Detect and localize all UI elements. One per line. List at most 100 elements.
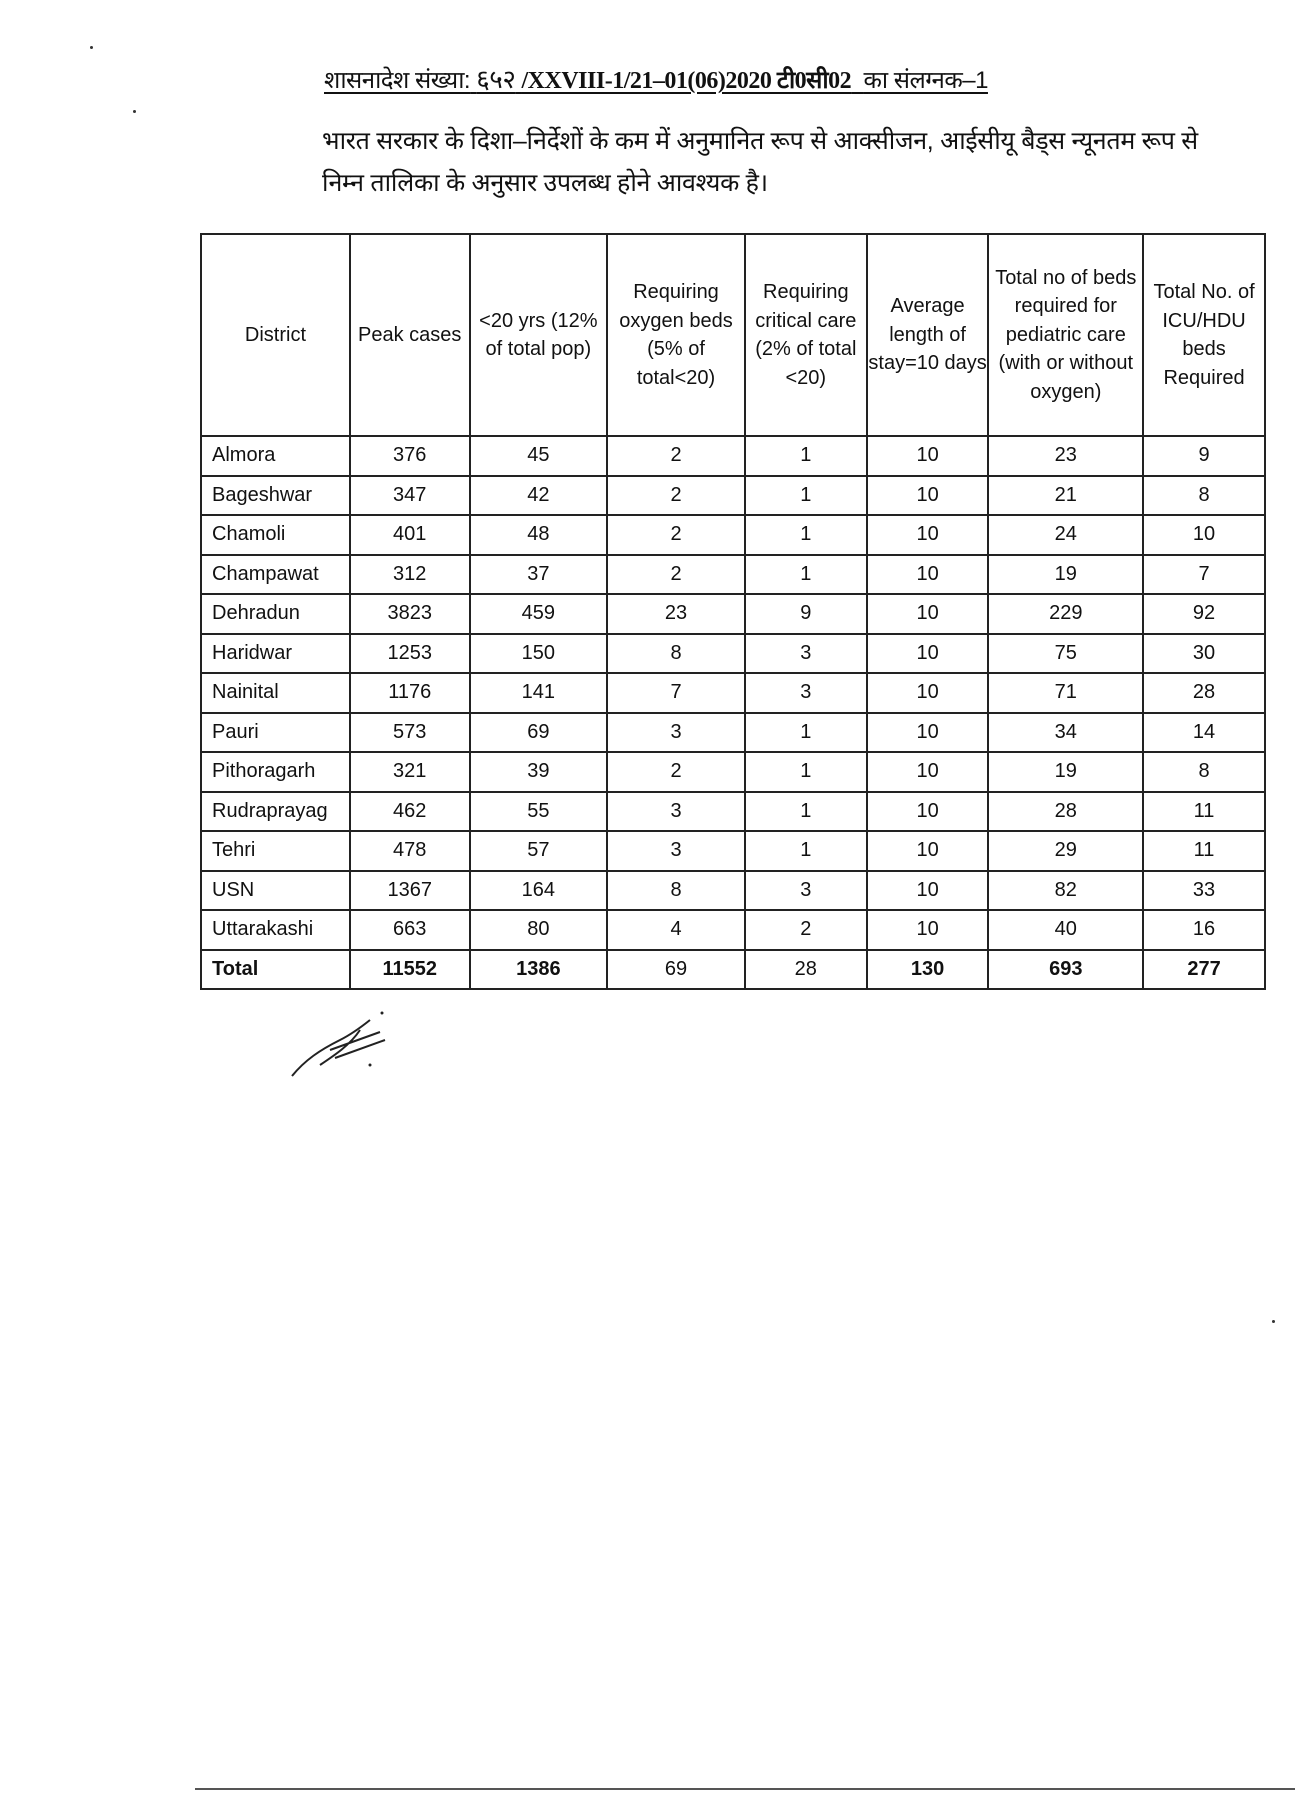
value-cell: 321 xyxy=(348,751,471,793)
value-cell: 19 xyxy=(987,751,1145,793)
title-suffix: का संलग्नक–1 xyxy=(863,67,988,94)
value-cell: 10 xyxy=(865,632,990,674)
scan-speck xyxy=(133,110,136,113)
value-cell: 1253 xyxy=(348,632,471,674)
order-reference: /XXVIII-1/21–01(06)2020 टी0सी02 xyxy=(521,68,852,94)
district-cell: Nainital xyxy=(200,672,351,714)
document-title: शासनादेश संख्या: ६५२ /XXVIII-1/21–01(06)… xyxy=(324,60,988,96)
order-number: ६५२ xyxy=(476,65,516,95)
value-cell: 33 xyxy=(1142,869,1266,911)
district-cell: Champawat xyxy=(200,553,351,595)
value-cell: 478 xyxy=(348,830,471,872)
value-cell: 141 xyxy=(468,672,609,714)
value-cell: 9 xyxy=(743,593,868,635)
total-cell: 1386 xyxy=(468,948,609,990)
table-row: Haridwar 1253 150 8 3 10 75 30 xyxy=(200,632,1266,674)
value-cell: 4 xyxy=(606,909,746,951)
district-cell: Almora xyxy=(200,435,351,477)
district-cell: USN xyxy=(200,869,351,911)
value-cell: 28 xyxy=(1142,672,1266,714)
district-cell: Pauri xyxy=(200,711,351,753)
column-header: Peak cases xyxy=(348,233,471,437)
value-cell: 10 xyxy=(865,514,990,556)
value-cell: 10 xyxy=(865,435,990,477)
value-cell: 312 xyxy=(348,553,471,595)
value-cell: 7 xyxy=(1142,553,1266,595)
total-cell: 130 xyxy=(865,948,990,990)
page-edge-line xyxy=(195,1788,1295,1790)
value-cell: 8 xyxy=(1142,751,1266,793)
table-row: Bageshwar 347 42 2 1 10 21 8 xyxy=(200,474,1266,516)
value-cell: 2 xyxy=(743,909,868,951)
value-cell: 1367 xyxy=(348,869,471,911)
value-cell: 10 xyxy=(865,711,990,753)
value-cell: 1 xyxy=(743,751,868,793)
value-cell: 80 xyxy=(468,909,609,951)
total-cell: 69 xyxy=(606,948,746,990)
district-cell: Pithoragarh xyxy=(200,751,351,793)
table-row: USN 1367 164 8 3 10 82 33 xyxy=(200,869,1266,911)
column-header: Requiring oxygen beds (5% of total<20) xyxy=(606,233,746,437)
value-cell: 21 xyxy=(987,474,1145,516)
value-cell: 9 xyxy=(1142,435,1266,477)
value-cell: 1 xyxy=(743,711,868,753)
value-cell: 10 xyxy=(865,672,990,714)
value-cell: 10 xyxy=(865,593,990,635)
column-header: District xyxy=(200,233,351,437)
value-cell: 2 xyxy=(606,751,746,793)
value-cell: 39 xyxy=(468,751,609,793)
value-cell: 57 xyxy=(468,830,609,872)
value-cell: 11 xyxy=(1142,830,1266,872)
value-cell: 1 xyxy=(743,790,868,832)
total-cell: 28 xyxy=(743,948,868,990)
column-header: Average length of stay=10 days xyxy=(865,233,990,437)
value-cell: 1 xyxy=(743,514,868,556)
table-row: Chamoli 401 48 2 1 10 24 10 xyxy=(200,514,1266,556)
value-cell: 1 xyxy=(743,553,868,595)
value-cell: 150 xyxy=(468,632,609,674)
value-cell: 459 xyxy=(468,593,609,635)
value-cell: 8 xyxy=(606,632,746,674)
column-header: <20 yrs (12% of total pop) xyxy=(468,233,609,437)
value-cell: 40 xyxy=(987,909,1145,951)
value-cell: 75 xyxy=(987,632,1145,674)
table-row: Pauri 573 69 3 1 10 34 14 xyxy=(200,711,1266,753)
value-cell: 8 xyxy=(606,869,746,911)
intro-paragraph: भारत सरकार के दिशा–निर्देशों के कम में अ… xyxy=(322,127,1198,197)
value-cell: 3 xyxy=(743,672,868,714)
value-cell: 1 xyxy=(743,435,868,477)
value-cell: 401 xyxy=(348,514,471,556)
table-row: Nainital 1176 141 7 3 10 71 28 xyxy=(200,672,1266,714)
value-cell: 10 xyxy=(865,553,990,595)
value-cell: 3 xyxy=(743,632,868,674)
district-cell: Chamoli xyxy=(200,514,351,556)
value-cell: 82 xyxy=(987,869,1145,911)
column-header: Requiring critical care (2% of total <20… xyxy=(743,233,868,437)
value-cell: 8 xyxy=(1142,474,1266,516)
table-row: Almora 376 45 2 1 10 23 9 xyxy=(200,435,1266,477)
table-row: Dehradun 3823 459 23 9 10 229 92 xyxy=(200,593,1266,635)
value-cell: 2 xyxy=(606,514,746,556)
value-cell: 11 xyxy=(1142,790,1266,832)
value-cell: 10 xyxy=(865,909,990,951)
value-cell: 69 xyxy=(468,711,609,753)
value-cell: 3 xyxy=(606,711,746,753)
district-cell: Dehradun xyxy=(200,593,351,635)
value-cell: 10 xyxy=(865,790,990,832)
total-cell: 11552 xyxy=(348,948,471,990)
total-row: Total 11552 1386 69 28 130 693 277 xyxy=(200,948,1266,990)
value-cell: 462 xyxy=(348,790,471,832)
value-cell: 3 xyxy=(743,869,868,911)
value-cell: 3823 xyxy=(348,593,471,635)
bed-requirement-table: District Peak cases <20 yrs (12% of total … xyxy=(200,233,1266,990)
value-cell: 573 xyxy=(348,711,471,753)
district-cell: Uttarakashi xyxy=(200,909,351,951)
district-cell: Tehri xyxy=(200,830,351,872)
value-cell: 24 xyxy=(987,514,1145,556)
scan-speck xyxy=(90,46,93,49)
value-cell: 2 xyxy=(606,435,746,477)
value-cell: 663 xyxy=(348,909,471,951)
value-cell: 10 xyxy=(865,751,990,793)
total-label: Total xyxy=(200,948,351,990)
value-cell: 92 xyxy=(1142,593,1266,635)
